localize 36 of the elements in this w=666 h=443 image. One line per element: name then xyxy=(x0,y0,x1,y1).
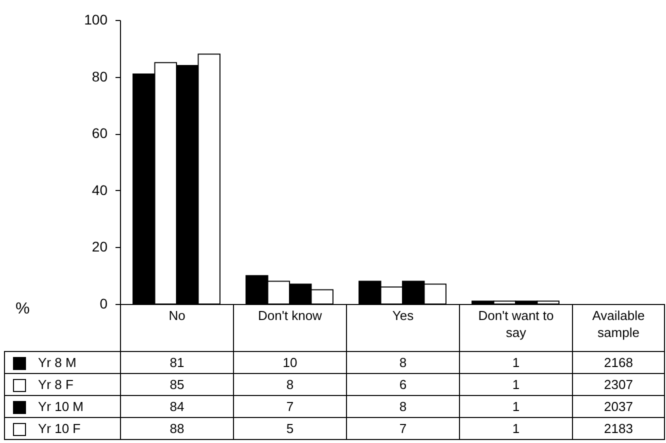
x-tick-label: Don't know xyxy=(234,304,346,352)
data-label: 10 xyxy=(234,352,346,374)
text: 2183 xyxy=(572,418,664,440)
y-tick-label: 100 xyxy=(84,12,108,28)
data-label: 7 xyxy=(234,396,346,418)
y-tick-label: 80 xyxy=(92,68,108,84)
data-label: 1 xyxy=(460,374,572,396)
y-tick-label: 20 xyxy=(92,238,108,255)
text: 2307 xyxy=(572,374,664,396)
text: 2168 xyxy=(572,352,664,374)
y-tick-label: 60 xyxy=(92,125,108,142)
data-label: 1 xyxy=(460,396,572,418)
legend-label: Yr 8 F xyxy=(4,374,120,396)
data-label: 81 xyxy=(120,352,234,374)
data-label: 5 xyxy=(234,418,346,440)
legend-label: Yr 10 M xyxy=(4,396,120,418)
text: 2037 xyxy=(572,396,664,418)
data-label: 8 xyxy=(346,352,460,374)
y-axis-title: % xyxy=(16,300,30,318)
data-label: 1 xyxy=(460,352,572,374)
legend-label: Yr 8 M xyxy=(4,352,120,374)
data-label: 8 xyxy=(234,374,346,396)
legend-label: Yr 10 F xyxy=(4,418,120,440)
data-label: 88 xyxy=(120,418,234,440)
x-tick-label: Don't want to say xyxy=(460,304,572,352)
data-label: 85 xyxy=(120,374,234,396)
data-label: 1 xyxy=(460,418,572,440)
text: Available sample xyxy=(572,304,664,352)
y-tick-label: 0 xyxy=(100,296,108,312)
data-label: 84 xyxy=(120,396,234,418)
x-tick-label: No xyxy=(120,304,234,352)
data-label: 6 xyxy=(346,374,460,396)
data-label: 8 xyxy=(346,396,460,418)
y-tick-label: 40 xyxy=(92,182,108,198)
x-tick-label: Yes xyxy=(346,304,460,352)
data-label: 7 xyxy=(346,418,460,440)
